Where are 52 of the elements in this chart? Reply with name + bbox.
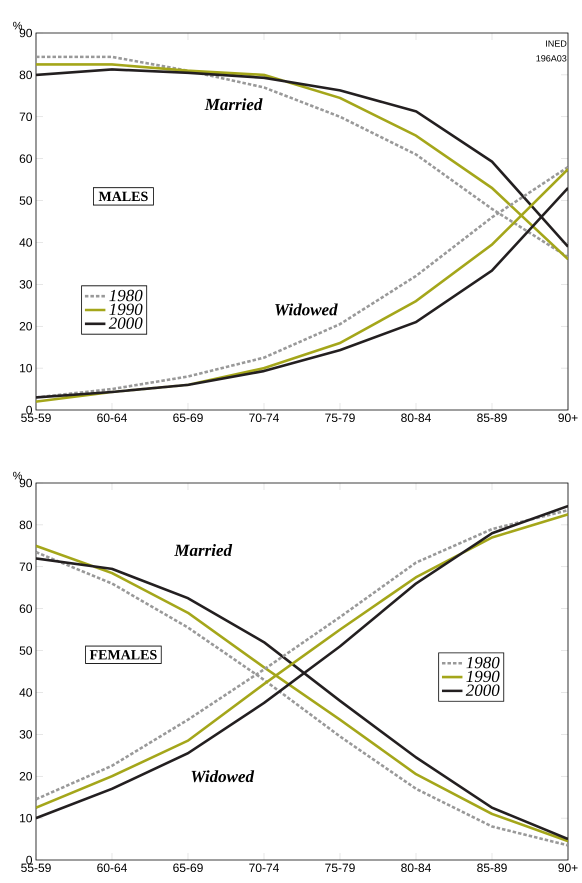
- y-tick-label: 50: [20, 196, 32, 205]
- x-tick-label: 65-69: [174, 864, 204, 872]
- annotation: Married: [204, 98, 263, 110]
- annotation: Widowed: [275, 303, 338, 316]
- y-tick-label: 70: [20, 112, 32, 122]
- legend-label: 2000: [466, 684, 500, 696]
- x-tick-label: 80-84: [401, 414, 432, 422]
- annotation: MALES: [98, 192, 148, 202]
- y-tick-label: 90: [20, 28, 32, 38]
- y-tick-label: 10: [20, 814, 32, 822]
- x-tick-label: 90+: [558, 414, 578, 422]
- x-tick-label: 75-79: [326, 414, 356, 422]
- legend-label: 2000: [108, 317, 143, 329]
- y-tick-label: 60: [20, 604, 32, 613]
- y-tick-label: 30: [20, 730, 32, 739]
- x-tick-label: 60-64: [98, 864, 128, 872]
- y-tick-label: 40: [20, 688, 32, 697]
- y-tick-label: 10: [20, 364, 32, 372]
- y-tick-label: 0: [26, 856, 32, 864]
- x-tick-label: 85-89: [477, 414, 508, 422]
- y-tick-label: 40: [20, 238, 32, 247]
- x-tick-label: 90+: [558, 864, 578, 872]
- x-tick-label: 60-64: [98, 414, 128, 422]
- annotation: FEMALES: [90, 650, 157, 660]
- x-tick-label: 85-89: [477, 864, 508, 872]
- x-tick-label: 75-79: [326, 864, 356, 872]
- annotation: Married: [174, 544, 232, 556]
- y-tick-label: 50: [20, 646, 32, 655]
- y-axis-title: %: [13, 472, 22, 480]
- x-tick-label: 55-59: [21, 414, 52, 422]
- annotation: Widowed: [192, 770, 254, 782]
- y-tick-label: 0: [26, 406, 32, 414]
- legend-label: 1990: [110, 304, 143, 316]
- x-tick-label: 65-69: [174, 414, 204, 422]
- legend-label: 1980: [466, 656, 500, 668]
- legend-label: 1990: [466, 670, 500, 682]
- annotation: INED: [546, 40, 567, 47]
- x-tick-label: 70-74: [250, 414, 280, 422]
- y-tick-label: 30: [20, 280, 32, 289]
- y-tick-label: 20: [20, 322, 32, 330]
- y-tick-label: 80: [20, 70, 32, 80]
- annotation: 196A03: [536, 55, 567, 62]
- y-axis-title: %: [13, 22, 22, 30]
- y-tick-label: 70: [20, 562, 32, 572]
- y-tick-label: 90: [20, 478, 32, 488]
- y-tick-label: 20: [20, 772, 32, 780]
- x-tick-label: 55-59: [21, 864, 52, 872]
- y-tick-label: 60: [20, 154, 32, 163]
- legend-label: 1980: [110, 290, 143, 302]
- y-tick-label: 80: [20, 520, 32, 530]
- x-tick-label: 80-84: [401, 864, 432, 872]
- x-tick-label: 70-74: [250, 864, 280, 872]
